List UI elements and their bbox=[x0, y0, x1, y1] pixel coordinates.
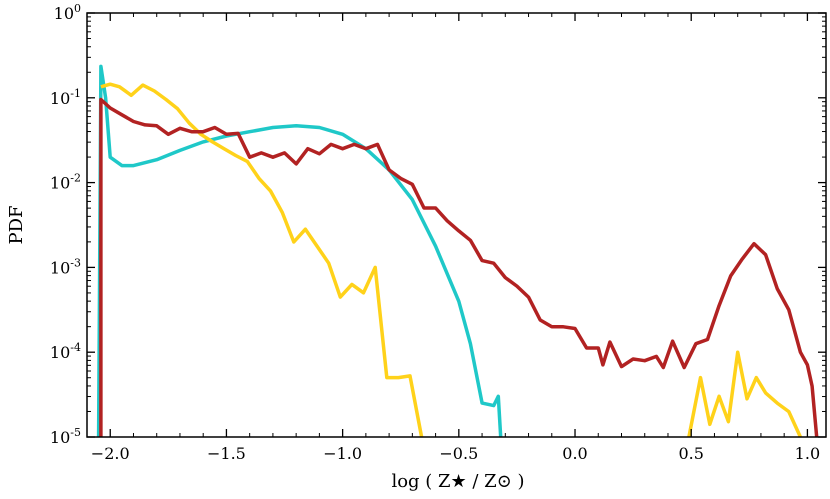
x-tick-label: −1.0 bbox=[323, 444, 362, 463]
series-layer bbox=[96, 64, 819, 438]
y-axis-label: PDF bbox=[6, 205, 27, 244]
y-tick-label-exponent: 0 bbox=[74, 2, 81, 15]
x-tick-label: −1.5 bbox=[207, 444, 246, 463]
x-axis-ticks: −2.0 −1.5 −1.0 −0.5 0.0 0.5 1.0 bbox=[91, 13, 820, 463]
x-tick-label: −0.5 bbox=[439, 444, 478, 463]
y-tick-label-base: 10 bbox=[50, 174, 70, 193]
y-tick-label: 10-4 bbox=[50, 341, 81, 362]
y-tick-label-base: 10 bbox=[50, 343, 70, 362]
y-tick-label-exponent: -5 bbox=[70, 426, 81, 439]
y-tick-label-exponent: -3 bbox=[70, 256, 81, 269]
series-line-cyan bbox=[96, 64, 503, 438]
x-tick-label: 1.0 bbox=[795, 444, 820, 463]
y-tick-label-exponent: -2 bbox=[70, 172, 81, 185]
y-tick-label: 10-2 bbox=[50, 172, 81, 193]
x-tick-label: −2.0 bbox=[91, 444, 130, 463]
x-tick-label: 0.0 bbox=[562, 444, 587, 463]
plot-frame bbox=[86, 12, 827, 438]
y-tick-label: 10-3 bbox=[50, 256, 81, 277]
y-tick-label: 100 bbox=[54, 2, 81, 23]
series-line-yellow bbox=[100, 82, 424, 438]
series-line-red bbox=[99, 97, 819, 438]
y-tick-label-base: 10 bbox=[50, 89, 70, 108]
y-tick-label-base: 10 bbox=[50, 428, 70, 447]
y-tick-label-exponent: -1 bbox=[70, 87, 81, 100]
y-tick-label-exponent: -4 bbox=[70, 341, 81, 354]
y-tick-label-base: 10 bbox=[50, 258, 70, 277]
y-tick-label-base: 10 bbox=[54, 4, 74, 23]
plot-area bbox=[87, 13, 826, 437]
x-tick-label: 0.5 bbox=[678, 444, 703, 463]
x-axis-label: log ( Z★ / Z⊙ ) bbox=[391, 471, 524, 492]
y-tick-label: 10-1 bbox=[50, 87, 81, 108]
series-line-yellow-tail bbox=[687, 350, 802, 438]
y-tick-label: 10-5 bbox=[50, 426, 81, 447]
